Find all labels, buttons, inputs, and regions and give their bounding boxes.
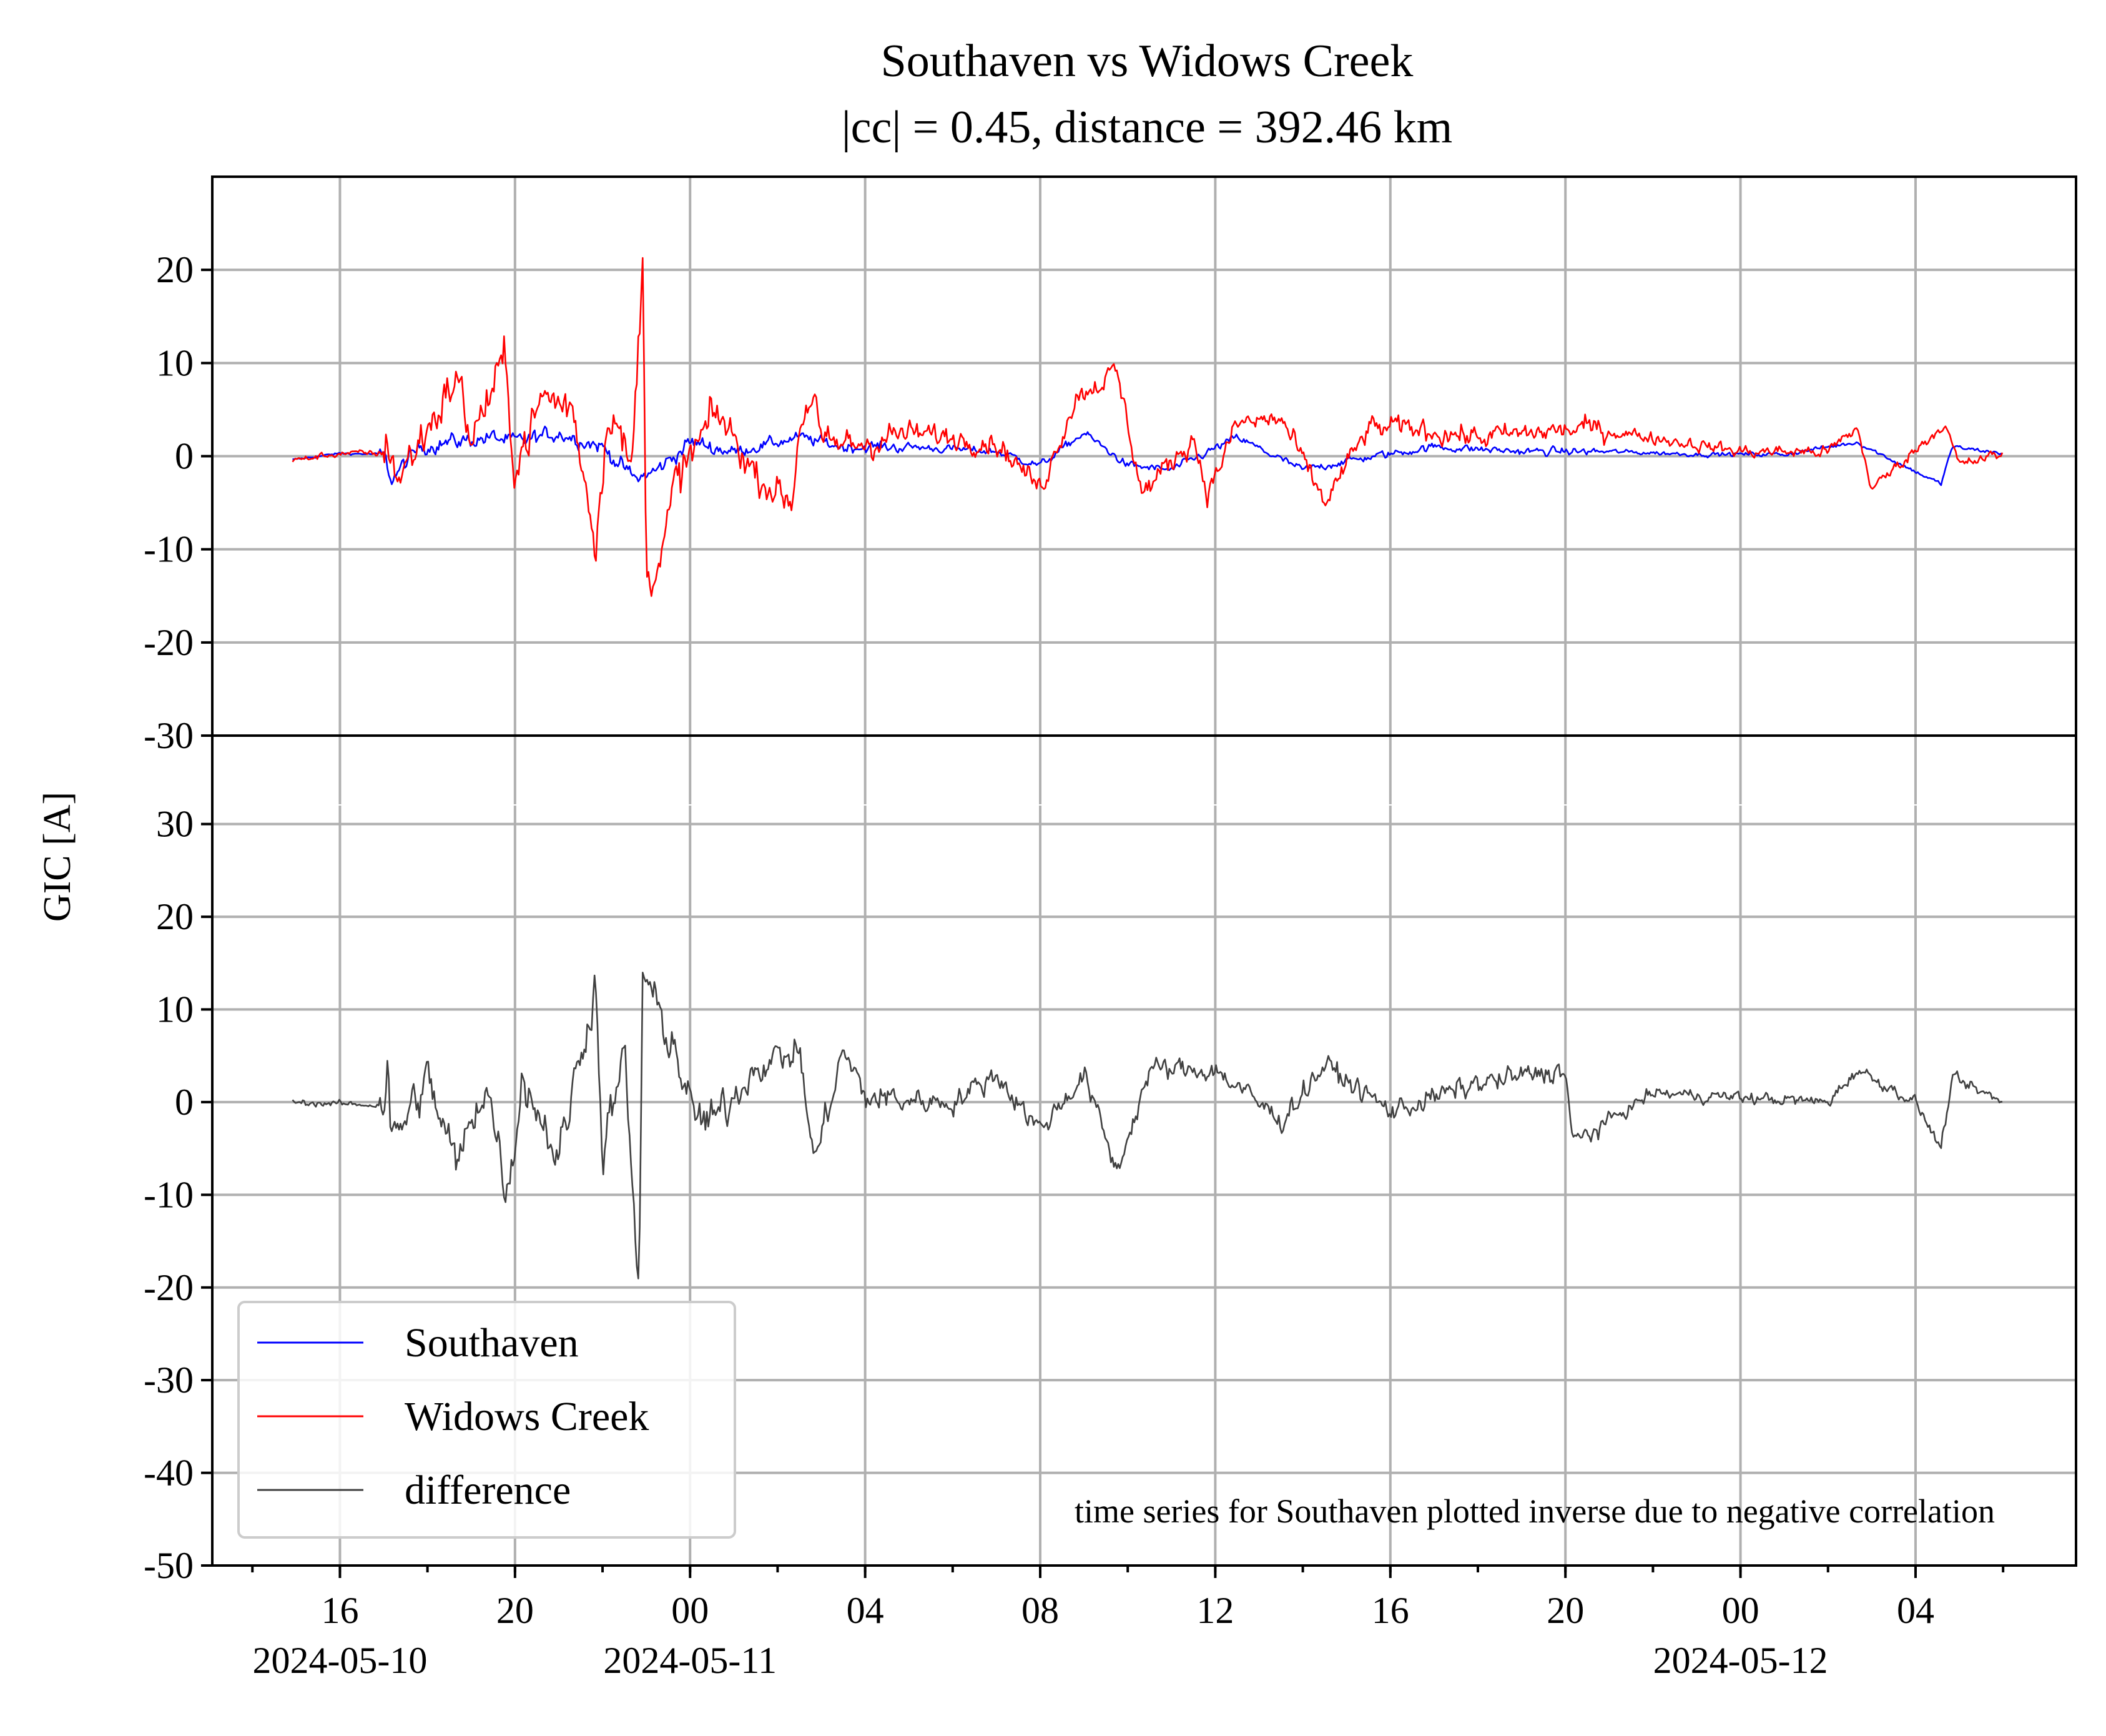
bottom-panel-y-ticks: -50 -40 -30 -20 -10 0 10 20 30 xyxy=(144,804,212,1586)
y-tick-label: -30 xyxy=(144,1359,194,1401)
x-date-label: 2024-05-12 xyxy=(1653,1640,1828,1681)
legend: Southaven Widows Creek difference xyxy=(237,1301,736,1539)
x-tick-label: 20 xyxy=(496,1590,534,1631)
legend-entries: Southaven Widows Creek difference xyxy=(257,1320,649,1513)
y-tick-label: -20 xyxy=(144,1267,194,1308)
y-tick-label: -30 xyxy=(144,715,194,756)
x-tick-label: 12 xyxy=(1196,1590,1234,1631)
y-axis-label: GIC [A] xyxy=(36,792,79,922)
top-panel: -30 -20 -10 0 10 20 xyxy=(144,177,2076,756)
y-tick-label: 0 xyxy=(175,436,194,477)
legend-label: difference xyxy=(405,1467,571,1513)
x-tick-label: 00 xyxy=(671,1590,709,1631)
y-tick-label: 0 xyxy=(175,1082,194,1123)
x-tick-label: 16 xyxy=(321,1590,358,1631)
y-tick-label: -50 xyxy=(144,1545,194,1586)
x-tick-label: 08 xyxy=(1021,1590,1059,1631)
x-tick-label: 04 xyxy=(1897,1590,1934,1631)
chart-title: Southaven vs Widows Creek xyxy=(881,36,1414,87)
x-tick-label: 04 xyxy=(847,1590,884,1631)
y-tick-label: -40 xyxy=(144,1452,194,1494)
x-tick-label: 16 xyxy=(1372,1590,1409,1631)
panel-frames xyxy=(211,175,2077,1567)
y-tick-label: 10 xyxy=(156,342,194,383)
x-date-label: 2024-05-10 xyxy=(252,1640,427,1681)
outer-axes-frame xyxy=(211,175,2077,1567)
y-tick-label: 10 xyxy=(156,989,194,1030)
y-tick-label: 20 xyxy=(156,896,194,937)
panel-gap xyxy=(214,737,2075,804)
legend-box xyxy=(237,1301,736,1539)
legend-label: Southaven xyxy=(405,1320,579,1366)
x-tick-label: 00 xyxy=(1722,1590,1759,1631)
chart-annotation: time series for Southaven plotted invers… xyxy=(1075,1492,1995,1530)
y-tick-label: 20 xyxy=(156,249,194,290)
chart-subtitle: |cc| = 0.45, distance = 392.46 km xyxy=(842,102,1452,153)
y-tick-label: -10 xyxy=(144,529,194,570)
y-tick-label: -20 xyxy=(144,622,194,663)
top-panel-grid xyxy=(212,177,2076,737)
top-panel-y-ticks: -30 -20 -10 0 10 20 xyxy=(144,249,212,756)
x-tick-label: 20 xyxy=(1547,1590,1584,1631)
y-tick-label: -10 xyxy=(144,1174,194,1215)
y-tick-label: 30 xyxy=(156,804,194,845)
x-date-label: 2024-05-11 xyxy=(603,1640,777,1681)
legend-label: Widows Creek xyxy=(405,1394,649,1439)
